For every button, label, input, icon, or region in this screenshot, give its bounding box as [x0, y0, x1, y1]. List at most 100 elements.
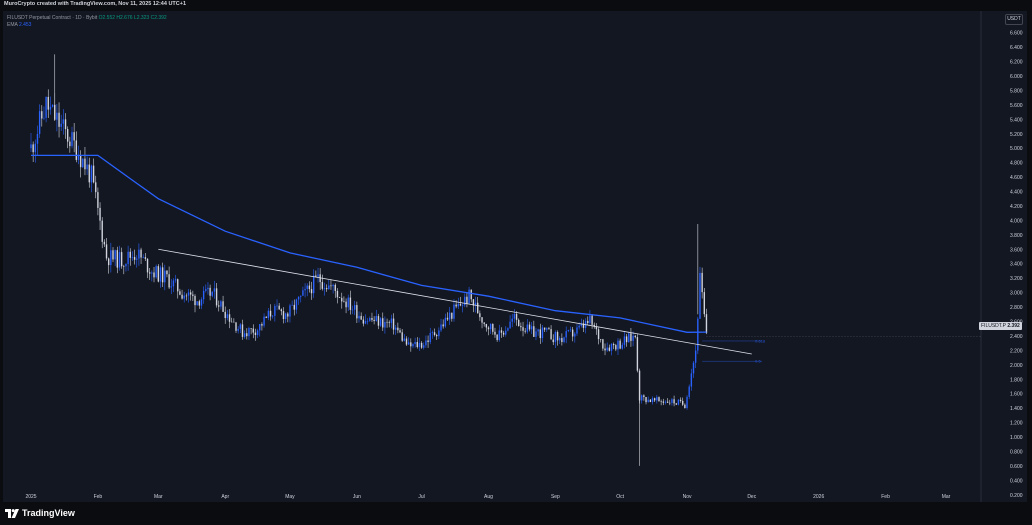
candle-body: [295, 299, 298, 310]
candle-body: [224, 311, 226, 319]
attribution-text: MuroCrypto created with TradingView.com,…: [4, 1, 187, 7]
candle-body: [632, 335, 634, 341]
candle-body: [30, 144, 32, 149]
candle-body: [669, 402, 671, 404]
y-tick-label: 1.400: [1010, 406, 1023, 412]
candle-body: [401, 332, 403, 341]
candle-body: [686, 396, 688, 409]
y-tick-label: 4.800: [1010, 161, 1023, 167]
candle-body: [552, 339, 554, 343]
candle-body: [218, 305, 220, 307]
candle-body: [662, 401, 664, 403]
candle-body: [580, 323, 582, 326]
candle-body: [161, 267, 164, 283]
candle-body: [105, 244, 108, 259]
candle-body: [338, 297, 341, 298]
x-tick-label: May: [285, 494, 295, 500]
candle-body: [574, 333, 576, 337]
candle-body: [634, 335, 636, 338]
candle-body: [38, 111, 41, 134]
candle-body: [313, 275, 315, 294]
y-tick-label: 0.200: [1010, 493, 1023, 499]
currency-selector[interactable]: USDT: [1005, 14, 1023, 25]
candle-body: [356, 305, 358, 319]
candle-body: [200, 299, 203, 306]
price-chart[interactable]: 6.8006.6006.4006.2006.0005.8005.6005.400…: [3, 11, 1027, 502]
x-tick-label: Aug: [484, 494, 493, 500]
candle-body: [77, 155, 80, 160]
candle-body: [464, 296, 466, 306]
candle-body: [563, 337, 565, 343]
candle-body: [526, 324, 529, 332]
candle-body: [177, 279, 179, 292]
candle-body: [284, 313, 287, 319]
candle-body: [140, 249, 142, 258]
y-tick-label: 5.400: [1010, 117, 1023, 123]
y-tick-label: 6.600: [1010, 31, 1023, 37]
candle-body: [349, 297, 352, 310]
x-tick-label: 2026: [813, 494, 824, 500]
candle-body: [71, 132, 73, 147]
candle-body: [276, 305, 278, 307]
candle-body: [252, 328, 254, 333]
y-tick-label: 1.200: [1010, 421, 1023, 427]
candle-body: [602, 339, 604, 349]
candle-body: [317, 274, 319, 277]
candle-body: [43, 117, 45, 119]
candle-body: [468, 289, 470, 304]
candle-body: [32, 144, 34, 153]
candle-body: [636, 337, 639, 371]
candle-body: [185, 295, 188, 297]
y-tick-label: 0.600: [1010, 464, 1023, 470]
candle-body: [56, 112, 58, 120]
candle-body: [448, 312, 451, 320]
candle-body: [261, 324, 263, 326]
candle-body: [114, 250, 116, 260]
candle-body: [595, 326, 598, 330]
candle-body: [550, 329, 552, 340]
candle-body: [429, 332, 431, 343]
candle-body: [209, 287, 211, 296]
candle-body: [500, 330, 503, 333]
candle-body: [541, 327, 544, 339]
candle-body: [373, 319, 375, 322]
candle-body: [228, 314, 231, 322]
candle-body: [569, 329, 572, 331]
y-tick-label: 3.200: [1010, 276, 1023, 282]
x-tick-label: Nov: [683, 494, 692, 500]
candle-body: [382, 318, 384, 328]
candle-body: [155, 266, 157, 278]
candle-body: [328, 285, 330, 290]
candle-body: [334, 284, 336, 291]
last-price-tag: FILUSDT.P 2.392: [979, 322, 1022, 330]
candle-body: [481, 317, 483, 323]
candle-body: [619, 340, 621, 349]
candle-body: [524, 330, 526, 332]
candle-body: [129, 251, 131, 258]
y-tick-label: 5.200: [1010, 132, 1023, 138]
candle-body: [254, 332, 257, 335]
candle-body: [509, 321, 511, 329]
candle-body: [485, 323, 488, 328]
candle-body: [170, 286, 172, 288]
y-tick-label: 6.400: [1010, 45, 1023, 51]
candle-body: [181, 294, 183, 299]
candle-body: [118, 252, 121, 268]
fib-level-label: 0.618: [755, 338, 766, 343]
footer-bar: TradingView: [0, 502, 1032, 525]
y-tick-label: 1.800: [1010, 377, 1023, 383]
candle-body: [183, 295, 185, 299]
candle-body: [157, 266, 160, 282]
candle-body: [530, 326, 533, 330]
candle-body: [492, 323, 494, 332]
chart-area[interactable]: 6.8006.6006.4006.2006.0005.8005.6005.400…: [3, 11, 1027, 502]
candle-body: [153, 272, 155, 278]
fib-level-label: 0.5: [755, 359, 761, 364]
candle-body: [487, 327, 490, 330]
candle-body: [405, 338, 408, 345]
candle-body: [518, 319, 520, 327]
candle-body: [612, 343, 615, 346]
candle-body: [649, 399, 652, 403]
candle-body: [494, 331, 496, 335]
candle-body: [271, 315, 274, 317]
